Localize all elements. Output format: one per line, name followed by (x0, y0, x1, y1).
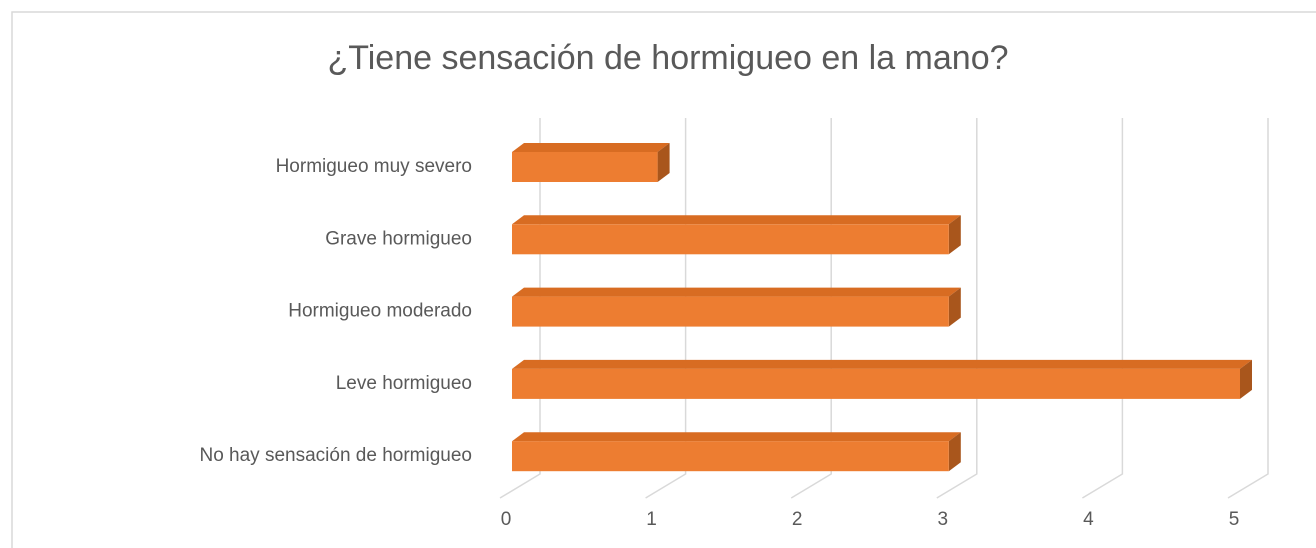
bar (512, 287, 961, 327)
y-tick-label: Grave hormigueo (325, 228, 472, 249)
bar-front (512, 441, 949, 472)
grid-line (936, 118, 978, 499)
bar-side (948, 287, 961, 327)
bar (512, 215, 961, 255)
x-tick-label: 1 (646, 509, 657, 530)
y-tick-label: Hormigueo moderado (288, 301, 472, 322)
x-tick-label: 2 (792, 509, 803, 530)
bar-top (512, 432, 961, 442)
bar-front (512, 224, 949, 255)
x-tick-label: 4 (1083, 509, 1094, 530)
bar-top (512, 287, 961, 297)
bar-top (512, 143, 670, 152)
chart-title: ¿Tiene sensación de hormigueo en la mano… (327, 39, 1008, 77)
x-tick-label: 5 (1229, 509, 1240, 530)
bar-side (1240, 359, 1252, 399)
bar-front (512, 296, 949, 327)
bar-top (512, 215, 961, 225)
grid-line (1227, 118, 1269, 499)
bar (512, 359, 1252, 399)
bar (512, 143, 670, 182)
grid-line (1082, 118, 1124, 499)
bar-top (512, 359, 1252, 369)
bar-side (948, 215, 961, 255)
y-tick-label: Leve hormigueo (336, 373, 472, 394)
bar-front (512, 152, 658, 182)
bar-front (512, 368, 1240, 399)
x-tick-label: 3 (938, 509, 949, 530)
bar-side (657, 143, 670, 182)
bar (512, 432, 961, 472)
y-tick-label: Hormigueo muy severo (276, 156, 472, 177)
bar-side (948, 432, 961, 472)
y-tick-label: No hay sensación de hormigueo (199, 445, 472, 466)
x-tick-label: 0 (501, 509, 512, 530)
